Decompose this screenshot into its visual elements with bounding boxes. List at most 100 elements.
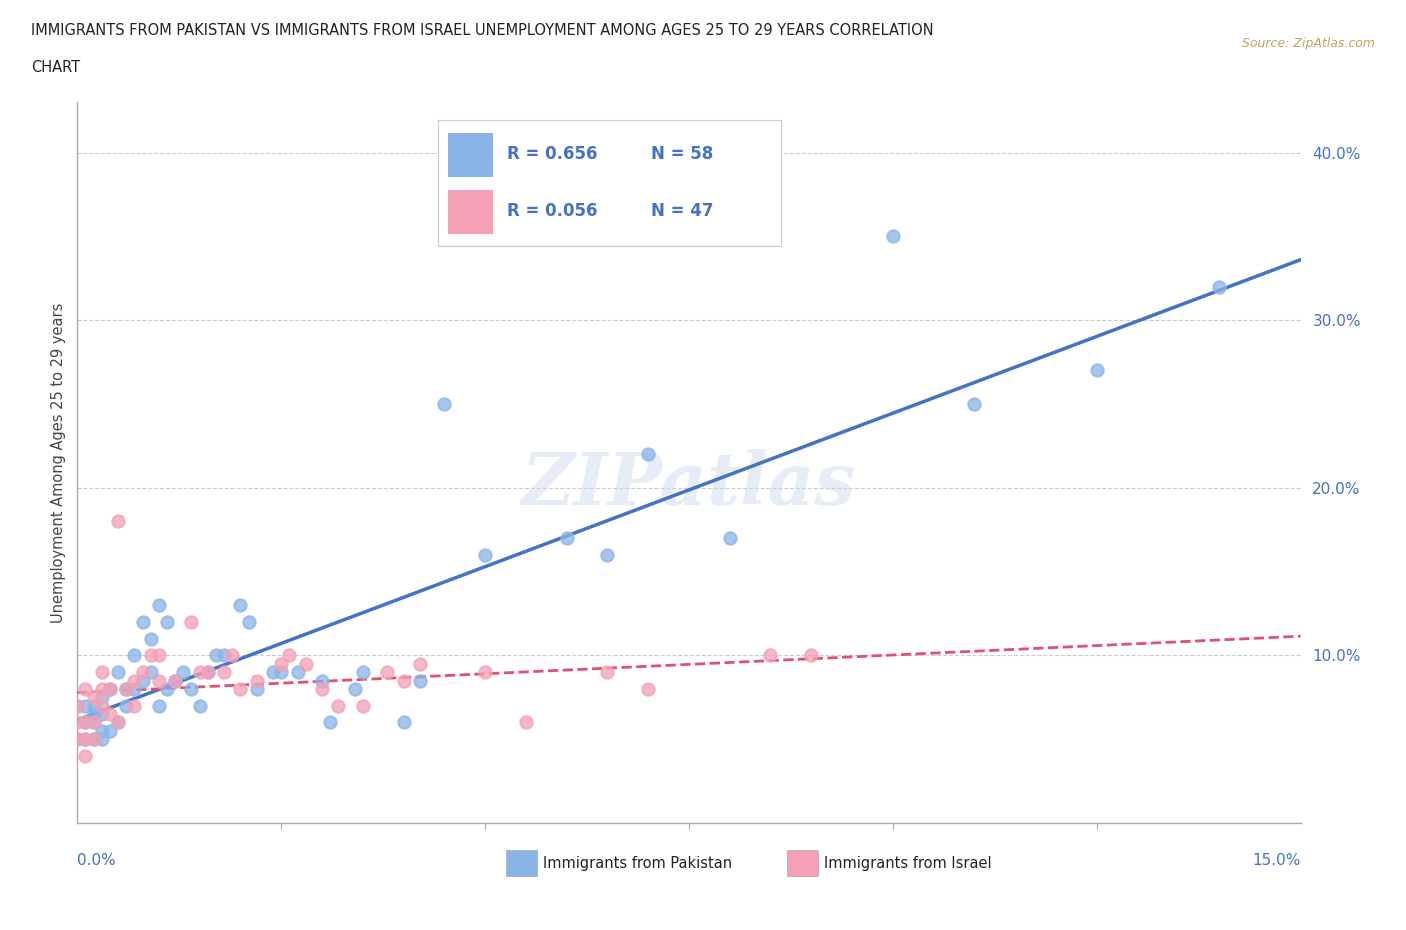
Point (197, 665, 219, 680)
Point (515, 715, 537, 730)
Point (107, 715, 129, 730)
Point (294, 657, 316, 671)
Point (188, 665, 211, 680)
Point (83, 732, 105, 747)
Point (319, 715, 342, 730)
Point (343, 682, 366, 697)
Point (115, 682, 138, 697)
Text: IMMIGRANTS FROM PAKISTAN VS IMMIGRANTS FROM ISRAEL UNEMPLOYMENT AMONG AGES 25 TO: IMMIGRANTS FROM PAKISTAN VS IMMIGRANTS F… (31, 23, 934, 38)
Point (800, 648, 823, 663)
Point (156, 615, 179, 630)
Point (107, 514, 129, 529)
Point (131, 615, 153, 630)
Point (409, 673, 432, 688)
Point (124, 698, 146, 713)
Point (165, 673, 187, 688)
Point (229, 598, 252, 613)
Point (131, 665, 153, 680)
Point (83, 698, 105, 713)
Point (212, 665, 235, 680)
Text: Immigrants from Israel: Immigrants from Israel (824, 856, 991, 870)
Point (409, 657, 432, 671)
Point (180, 682, 202, 697)
Point (229, 682, 252, 697)
Text: Source: ZipAtlas.com: Source: ZipAtlas.com (1241, 37, 1375, 50)
Point (148, 648, 170, 663)
Point (83, 715, 105, 730)
Point (98, 724, 121, 738)
Point (188, 698, 211, 713)
Point (759, 648, 782, 663)
Point (75, 749, 97, 764)
Point (66, 698, 89, 713)
Text: 15.0%: 15.0% (1253, 853, 1301, 868)
Point (212, 648, 235, 663)
Point (66, 715, 89, 730)
Point (596, 665, 619, 680)
Text: Immigrants from Pakistan: Immigrants from Pakistan (543, 856, 733, 870)
Point (352, 698, 374, 713)
Point (352, 665, 374, 680)
Point (205, 648, 228, 663)
Point (474, 665, 496, 680)
Point (90, 698, 112, 713)
Point (83, 715, 105, 730)
Point (246, 682, 269, 697)
Point (718, 531, 741, 546)
Point (246, 673, 269, 688)
Point (75, 715, 97, 730)
Point (139, 665, 162, 680)
Point (637, 446, 659, 461)
Point (555, 531, 578, 546)
Point (66, 698, 89, 713)
Point (262, 665, 284, 680)
Point (66, 732, 89, 747)
Point (637, 682, 659, 697)
Point (270, 665, 292, 680)
Point (596, 548, 619, 563)
Point (172, 665, 194, 680)
Point (90, 707, 112, 722)
Point (124, 648, 146, 663)
Point (75, 732, 97, 747)
Point (180, 615, 202, 630)
Point (311, 682, 333, 697)
Point (433, 396, 456, 411)
Text: 0.0%: 0.0% (77, 853, 117, 868)
Point (311, 673, 333, 688)
Point (278, 648, 301, 663)
Point (75, 698, 97, 713)
Point (148, 598, 170, 613)
Point (98, 707, 121, 722)
Point (83, 707, 105, 722)
Point (139, 648, 162, 663)
Point (115, 682, 138, 697)
Point (165, 673, 187, 688)
Point (83, 690, 105, 705)
Point (124, 682, 146, 697)
Text: ZIPatlas: ZIPatlas (522, 449, 856, 520)
Point (197, 665, 219, 680)
Point (1208, 279, 1230, 294)
Point (83, 732, 105, 747)
Point (66, 732, 89, 747)
Point (156, 682, 179, 697)
Point (115, 698, 138, 713)
Point (148, 673, 170, 688)
Text: CHART: CHART (31, 60, 80, 75)
Point (270, 657, 292, 671)
Point (90, 690, 112, 705)
Point (98, 682, 121, 697)
Point (90, 682, 112, 697)
Point (75, 682, 97, 697)
Point (139, 631, 162, 646)
Point (124, 673, 146, 688)
Point (221, 648, 243, 663)
Point (963, 396, 986, 411)
Point (474, 548, 496, 563)
Point (882, 229, 904, 244)
Point (131, 673, 153, 688)
Point (98, 682, 121, 697)
Y-axis label: Unemployment Among Ages 25 to 29 years: Unemployment Among Ages 25 to 29 years (51, 302, 66, 623)
Point (90, 724, 112, 738)
